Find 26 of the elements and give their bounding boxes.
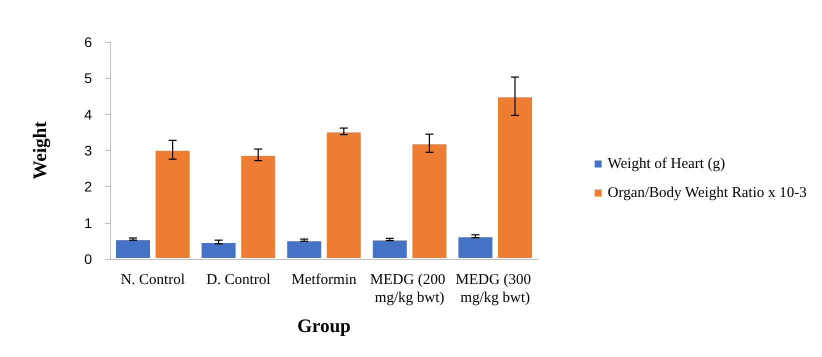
y-tick-label: 3: [84, 142, 92, 158]
bar: [286, 240, 322, 259]
legend-label: Weight of Heart (g): [608, 156, 726, 172]
bar: [154, 150, 191, 259]
y-tick-label: 0: [84, 251, 92, 267]
bar: [457, 236, 494, 259]
bar: [115, 239, 151, 259]
bar: [497, 96, 533, 259]
y-tick-label: 4: [84, 106, 92, 122]
x-tick-label: N. Control: [120, 272, 185, 288]
bar: [411, 143, 448, 259]
bar: [200, 242, 237, 259]
x-tick-label: MEDG (200 mg/kg bwt): [370, 272, 450, 306]
x-tick-label: MEDG (300 mg/kg bwt): [456, 272, 535, 306]
legend-label: Organ/Body Weight Ratio x 10-3: [608, 185, 807, 201]
bar: [326, 131, 362, 259]
x-axis-title: Group: [297, 316, 351, 337]
bar: [372, 239, 408, 259]
y-tick-label: 2: [84, 178, 92, 195]
x-tick-label: Metformin: [292, 272, 357, 288]
x-tick-label: D. Control: [206, 272, 270, 288]
y-axis-title: Weight: [30, 120, 51, 180]
y-tick-label: 1: [84, 214, 92, 231]
y-tick-label: 5: [84, 70, 92, 86]
y-tick-label: 6: [84, 34, 92, 50]
bar: [240, 154, 276, 259]
